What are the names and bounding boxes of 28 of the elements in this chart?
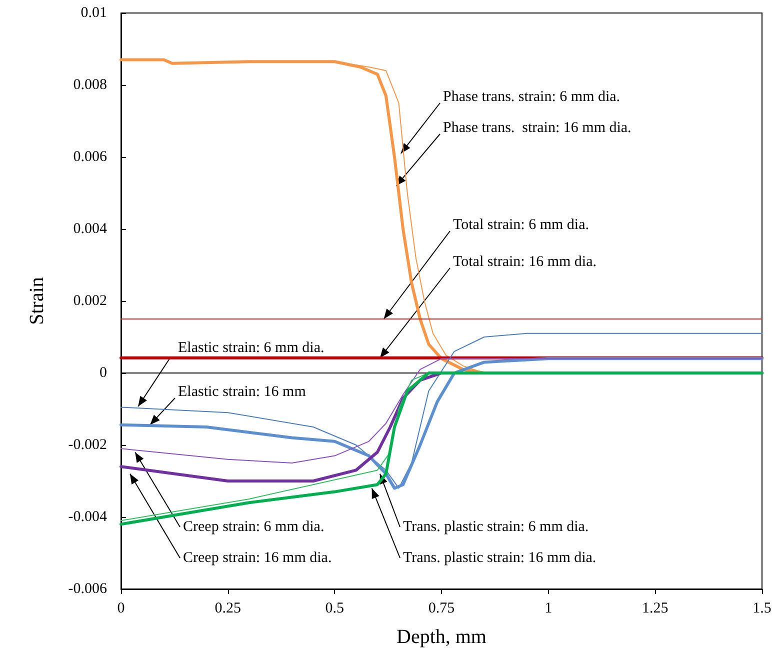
annotation: Phase trans. strain: 16 mm dia. [443, 120, 632, 136]
annotation: Trans. plastic strain: 16 mm dia. [403, 550, 596, 566]
y-tick-label: -0.002 [68, 437, 107, 453]
annotation: Total strain: 6 mm dia. [453, 217, 590, 233]
x-tick-label: 1 [544, 600, 552, 616]
x-tick-label: 0.75 [428, 600, 455, 616]
annotation: Phase trans. strain: 6 mm dia. [443, 89, 620, 105]
y-tick-label: 0.01 [80, 5, 107, 21]
y-tick-label: 0.002 [73, 293, 107, 309]
y-axis-title: Strain [26, 277, 48, 325]
x-tick-label: 0.25 [214, 600, 241, 616]
annotation: Trans. plastic strain: 6 mm dia. [403, 519, 589, 535]
y-tick-label: 0.006 [73, 149, 108, 165]
x-tick-label: 0.5 [325, 600, 344, 616]
x-tick-label: 0 [117, 600, 125, 616]
y-tick-label: 0 [100, 365, 107, 381]
x-axis-title: Depth, mm [396, 626, 487, 648]
annotation: Elastic strain: 16 mm [178, 384, 306, 400]
x-tick-label: 1.5 [752, 600, 772, 616]
y-tick-label: -0.006 [68, 581, 108, 597]
y-tick-label: -0.004 [68, 509, 108, 525]
annotation: Creep strain: 16 mm dia. [183, 550, 332, 566]
annotation: Elastic strain: 6 mm dia. [178, 340, 324, 356]
x-tick-label: 1.25 [642, 600, 668, 616]
annotation: Creep strain: 6 mm dia. [183, 519, 324, 535]
y-tick-label: 0.004 [73, 221, 108, 237]
annotation: Total strain: 16 mm dia. [453, 254, 597, 270]
y-tick-label: 0.008 [73, 77, 107, 93]
